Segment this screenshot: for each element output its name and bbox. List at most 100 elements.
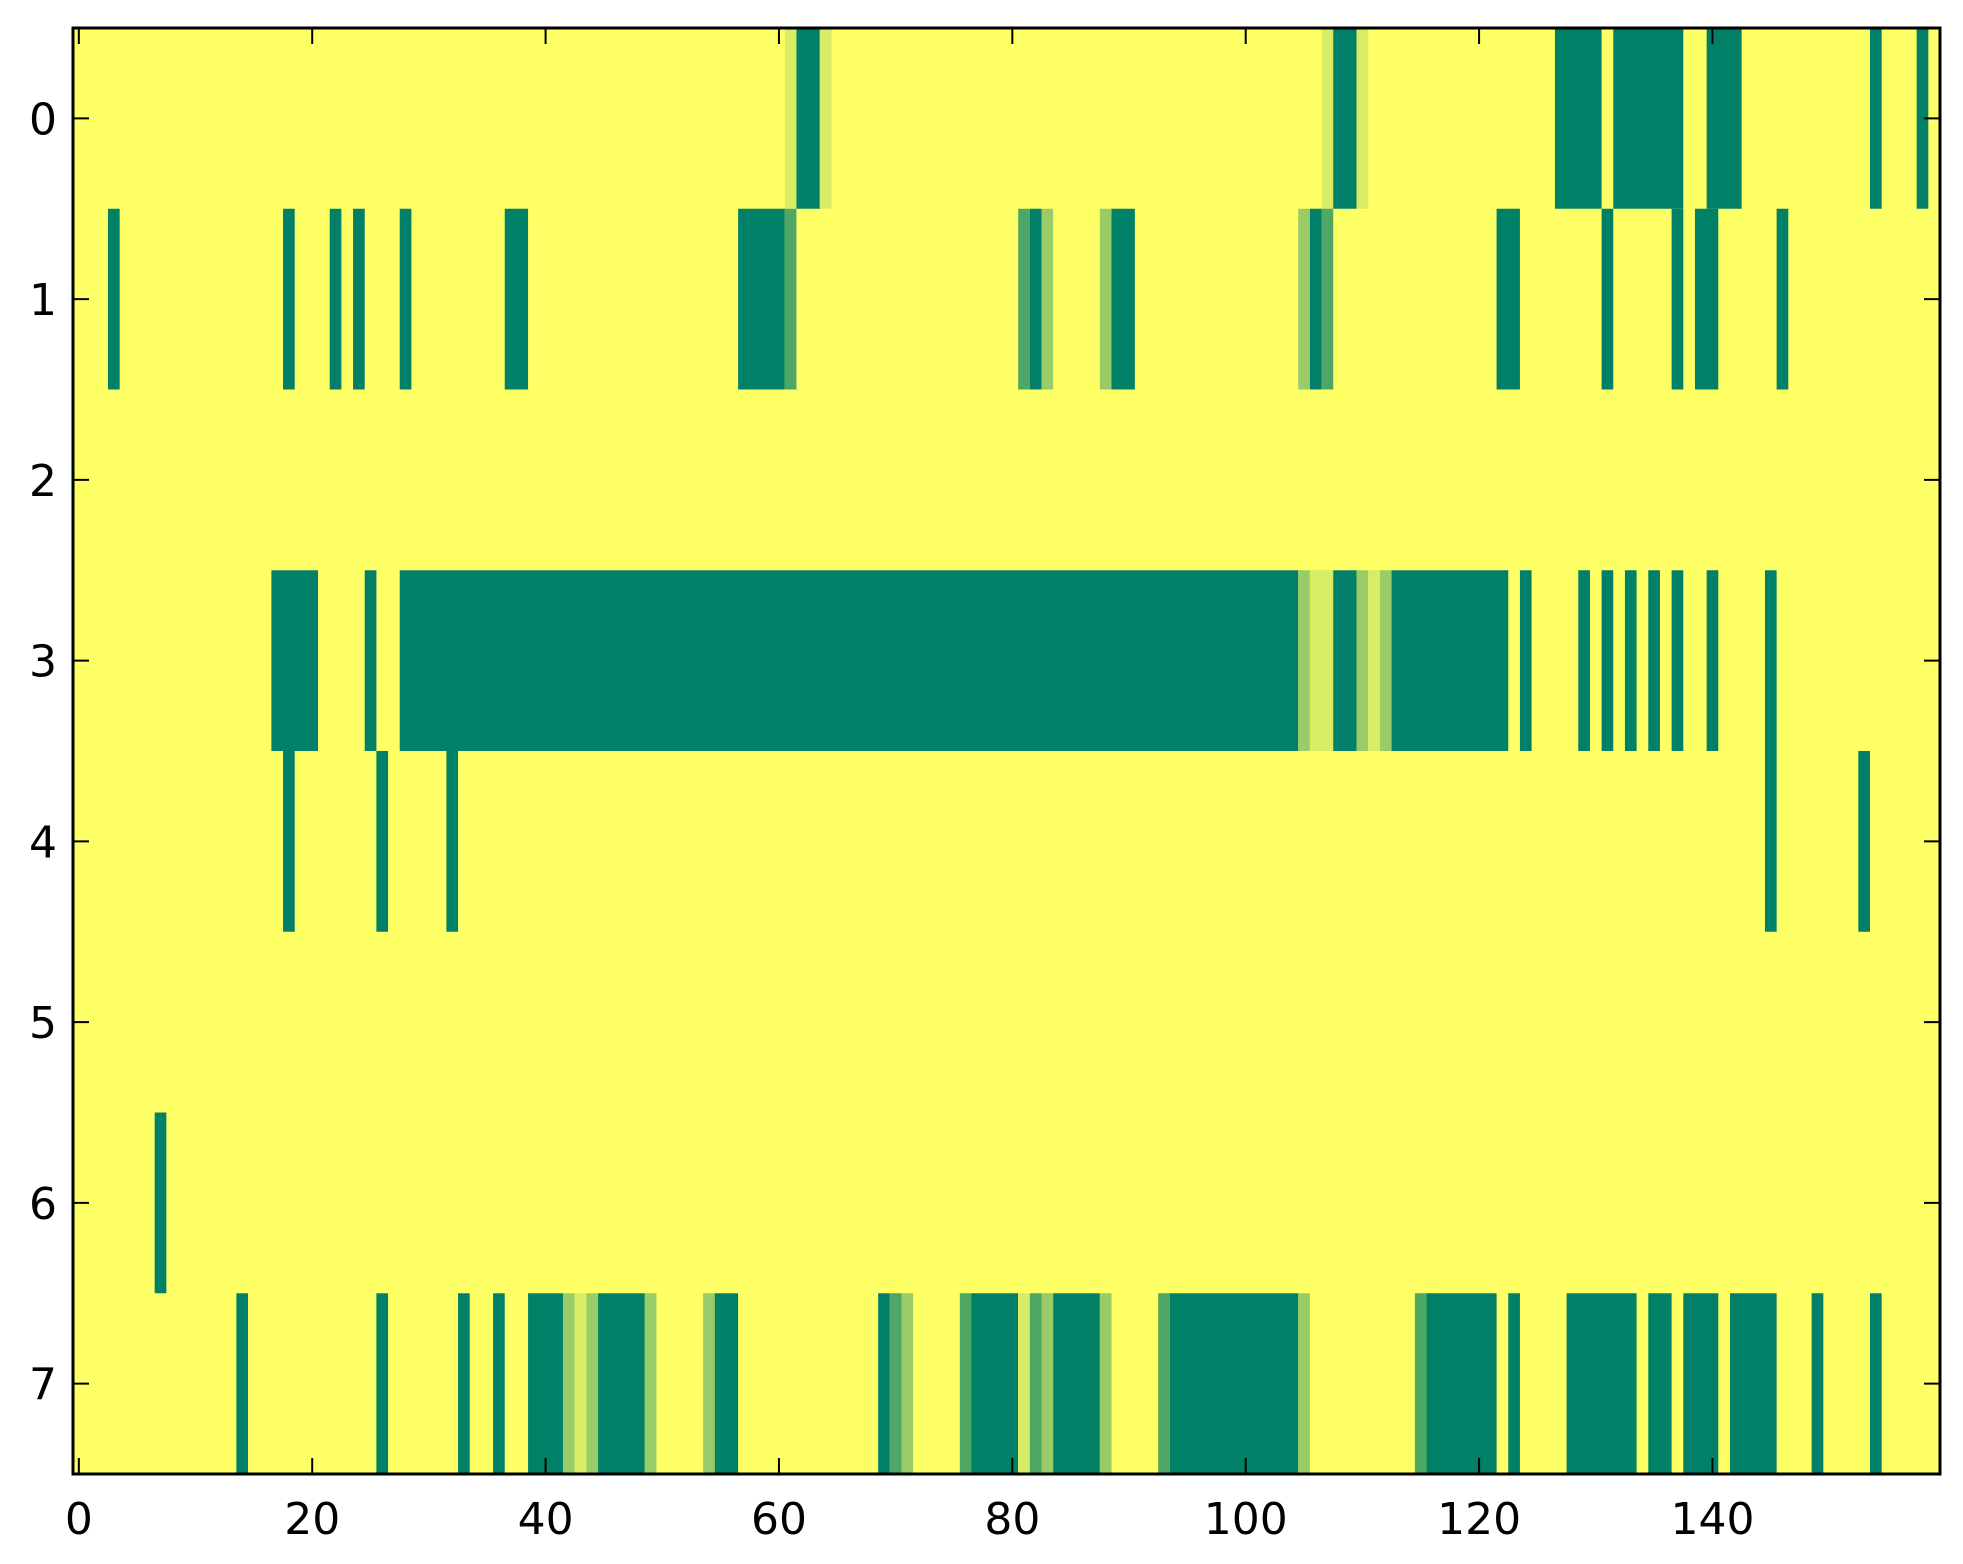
heatmap-cell: [1811, 1293, 1824, 1474]
y-tick-label: 6: [29, 1179, 57, 1230]
heatmap-cell: [563, 1293, 575, 1474]
heatmap-cell: [399, 208, 412, 390]
plot-frame: [71, 26, 1942, 1476]
heatmap-cell: [1706, 28, 1742, 209]
heatmap-cell: [1321, 28, 1334, 209]
heatmap-cell: [271, 570, 319, 751]
heatmap-cell: [493, 1293, 505, 1474]
heatmap-cell: [959, 1293, 972, 1474]
heatmap-cell: [376, 751, 389, 932]
heatmap-cell: [1356, 570, 1369, 751]
heatmap-cell: [1414, 1293, 1427, 1474]
heatmap-cell: [1671, 208, 1684, 390]
y-tick-label: 3: [29, 637, 57, 688]
heatmap-cell: [108, 208, 120, 390]
heatmap-cell: [1029, 208, 1042, 390]
heatmap-cell: [784, 208, 797, 390]
x-tick-label: 60: [751, 1494, 807, 1545]
heatmap-cell: [1041, 208, 1054, 390]
heatmap-cell: [1869, 28, 1882, 209]
heatmap-cell: [364, 570, 377, 751]
heatmap-cell: [154, 1112, 167, 1294]
heatmap-cell: [1309, 570, 1322, 751]
heatmap-cell: [458, 1293, 470, 1474]
x-tick-label: 140: [1670, 1494, 1754, 1545]
heatmap-cell: [504, 208, 529, 390]
heatmap-cell: [1916, 28, 1929, 209]
heatmap-cell: [1554, 28, 1602, 209]
heatmap-cell: [738, 208, 785, 390]
heatmap-cell: [1648, 1293, 1672, 1474]
heatmap-cell: [1869, 1293, 1882, 1474]
heatmap-cell: [1099, 1293, 1112, 1474]
heatmap-cell: [1694, 208, 1719, 390]
heatmap-cell: [796, 28, 820, 209]
heatmap-cell: [971, 1293, 1019, 1474]
heatmap-cell: [1601, 570, 1614, 751]
heatmap-cell: [714, 1293, 739, 1474]
heatmap-cell: [598, 1293, 645, 1474]
heatmap-cell: [1648, 570, 1660, 751]
heatmap-cell: [1158, 1293, 1170, 1474]
heatmap-cell: [1053, 1293, 1100, 1474]
heatmap-cell: [1496, 208, 1520, 390]
x-tick-label: 20: [284, 1494, 340, 1545]
heatmap-cell: [1298, 1293, 1310, 1474]
heatmap-cell: [703, 1293, 715, 1474]
heatmap-cell: [1333, 28, 1357, 209]
heatmap-cell: [1729, 1293, 1777, 1474]
heatmap-cell: [1613, 28, 1684, 209]
heatmap-cell: [1601, 208, 1614, 390]
heatmap-cell: [586, 1293, 599, 1474]
heatmap-cell: [1764, 751, 1777, 932]
y-tick-label: 7: [29, 1360, 57, 1411]
heatmap-cell: [1391, 570, 1509, 751]
heatmap-cell: [1321, 208, 1334, 390]
heatmap-cell: [1169, 1293, 1299, 1474]
heatmap-cell: [283, 751, 295, 932]
heatmap-cell: [1776, 208, 1789, 390]
heatmap-cell: [889, 1293, 902, 1474]
x-tick-label: 80: [984, 1494, 1040, 1545]
heatmap-cell: [1578, 570, 1590, 751]
heatmap-cells: [108, 28, 1929, 1474]
y-tick-labels: 0 1 2 3 4 5 6 7: [29, 94, 57, 1410]
heatmap-cell: [399, 570, 1299, 751]
x-tick-label: 40: [518, 1494, 574, 1545]
heatmap-cell: [784, 28, 797, 209]
heatmap-cell: [1029, 1293, 1042, 1474]
heatmap-cell: [1624, 570, 1637, 751]
heatmap-cell: [644, 1293, 657, 1474]
heatmap-cell: [878, 1293, 890, 1474]
heatmap-cell: [329, 208, 342, 390]
heatmap-cell: [1321, 570, 1334, 751]
y-tick-label: 5: [29, 998, 57, 1049]
heatmap-cell: [1111, 208, 1135, 390]
heatmap-cell: [528, 1293, 564, 1474]
heatmap-cell: [1298, 208, 1310, 390]
heatmap-cell: [1764, 570, 1777, 751]
heatmap-cell: [1368, 570, 1380, 751]
y-tick-label: 4: [29, 817, 57, 868]
axis-ticks: [73, 28, 1940, 1474]
heatmap-cell: [1671, 570, 1684, 751]
heatmap-cell: [376, 1293, 389, 1474]
y-tick-label: 2: [29, 456, 57, 507]
heatmap-cell: [1566, 1293, 1637, 1474]
x-tick-label: 100: [1204, 1494, 1288, 1545]
heatmap-cell: [574, 1293, 587, 1474]
plot-area: [71, 26, 1942, 1476]
heatmap-cell: [1041, 1293, 1054, 1474]
heatmap-cell: [1298, 570, 1310, 751]
y-tick-label: 1: [29, 275, 57, 326]
heatmap-cell: [1379, 570, 1392, 751]
heatmap-cell: [353, 208, 365, 390]
y-tick-label: 0: [29, 94, 57, 145]
heatmap-cell: [1683, 1293, 1719, 1474]
heatmap-cell: [1333, 570, 1357, 751]
heatmap-cell: [1858, 751, 1870, 932]
heatmap-cell: [901, 1293, 914, 1474]
heatmap-cell: [236, 1293, 249, 1474]
heatmap-cell: [1519, 570, 1532, 751]
